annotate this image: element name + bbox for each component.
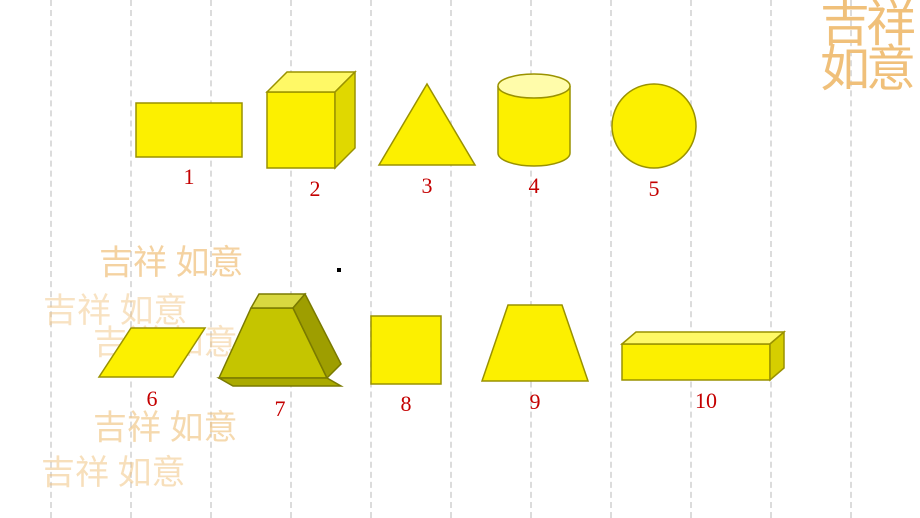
- shape-label: 2: [265, 176, 365, 202]
- square-icon: [370, 315, 442, 385]
- shape-frustum: 7: [215, 290, 345, 422]
- cylinder-icon: [495, 72, 573, 167]
- triangle-icon: [377, 82, 477, 167]
- shape-label: 8: [370, 391, 442, 417]
- shape-cuboid: 10: [620, 330, 792, 414]
- seal-decoration-large: 吉祥 如意: [820, 2, 912, 92]
- shape-circle: 5: [610, 82, 698, 202]
- seal-decoration-small: 吉祥 如意: [99, 250, 244, 279]
- shape-parallelogram: 6: [97, 325, 207, 412]
- shape-label: 6: [97, 386, 207, 412]
- shape-label: 4: [495, 173, 573, 199]
- circle-icon: [610, 82, 698, 170]
- shape-label: 5: [610, 176, 698, 202]
- shape-label: 7: [215, 396, 345, 422]
- shape-triangle: 3: [377, 82, 477, 199]
- cuboid-icon: [620, 330, 792, 382]
- shape-label: 1: [135, 164, 243, 190]
- shape-label: 10: [620, 388, 792, 414]
- seal-text: 如意: [820, 47, 912, 92]
- seal-decoration-small: 吉祥 如意: [43, 298, 188, 327]
- dot-marker: [337, 268, 341, 272]
- seal-decoration-small: 吉祥 如意: [41, 460, 186, 489]
- shape-square: 8: [370, 315, 442, 417]
- frustum-icon: [215, 290, 345, 390]
- shape-rectangle: 1: [135, 102, 243, 190]
- trapezoid-icon: [480, 303, 590, 383]
- parallelogram-icon: [97, 325, 207, 380]
- shape-label: 9: [480, 389, 590, 415]
- background-grid: [0, 0, 920, 518]
- shape-cube: 2: [265, 70, 365, 202]
- shape-cylinder: 4: [495, 72, 573, 199]
- seal-text: 吉祥: [820, 2, 912, 47]
- cube-icon: [265, 70, 365, 170]
- shape-label: 3: [377, 173, 477, 199]
- shape-trapezoid: 9: [480, 303, 590, 415]
- rectangle-icon: [135, 102, 243, 158]
